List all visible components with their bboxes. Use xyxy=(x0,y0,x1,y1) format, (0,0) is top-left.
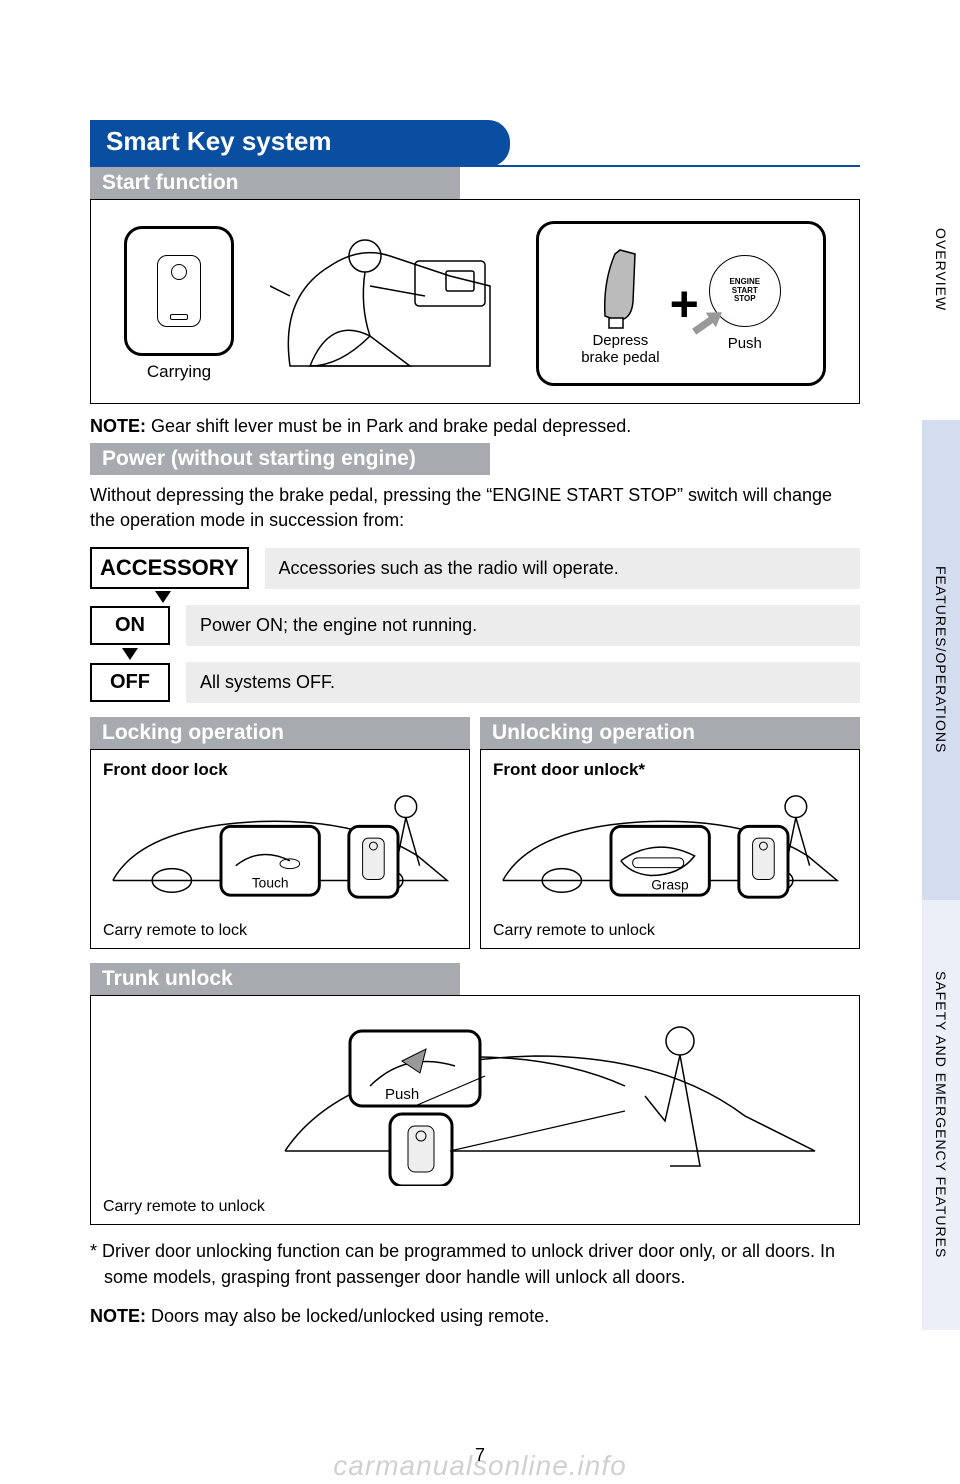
side-tabs: OVERVIEW FEATURES/OPERATIONS SAFETY AND … xyxy=(922,120,960,1330)
key-fob-icon xyxy=(157,255,201,327)
diagram-unlock: Front door unlock* xyxy=(480,749,860,949)
trunk-illustration: Push xyxy=(103,1006,847,1186)
note-park: NOTE: Gear shift lever must be in Park a… xyxy=(90,416,860,437)
label-touch: Touch xyxy=(252,876,289,891)
mode-sequence: ACCESSORY Accessories such as the radio … xyxy=(90,547,860,703)
label-front-door-unlock: Front door unlock* xyxy=(493,760,847,780)
label-front-door-lock: Front door lock xyxy=(103,760,457,780)
mode-accessory: ACCESSORY xyxy=(90,547,249,589)
heading-start-function: Start function xyxy=(90,167,460,199)
pedal-push-illustration: Depress brake pedal + ENGINE START STOP … xyxy=(536,221,826,386)
footnote: * Driver door unlocking function can be … xyxy=(90,1239,860,1289)
mode-accessory-desc: Accessories such as the radio will opera… xyxy=(265,548,860,589)
brake-pedal-icon xyxy=(585,242,655,332)
tab-features: FEATURES/OPERATIONS xyxy=(922,420,960,900)
arrow-down-icon xyxy=(155,591,171,603)
key-fob-illustration xyxy=(124,226,234,356)
note-prefix: NOTE: xyxy=(90,416,146,436)
mode-off: OFF xyxy=(90,663,170,702)
note-remote: NOTE: Doors may also be locked/unlocked … xyxy=(90,1306,860,1327)
mode-off-desc: All systems OFF. xyxy=(186,662,860,703)
tab-safety: SAFETY AND EMERGENCY FEATURES xyxy=(922,900,960,1330)
heading-trunk: Trunk unlock xyxy=(90,963,460,995)
heading-locking: Locking operation xyxy=(90,717,470,749)
caption-trunk: Carry remote to unlock xyxy=(103,1198,265,1216)
diagram-trunk: Push Carry remote to unlock xyxy=(90,995,860,1225)
label-trunk-push: Push xyxy=(385,1086,419,1103)
label-push: Push xyxy=(728,335,762,352)
label-grasp: Grasp xyxy=(651,878,689,893)
note2-prefix: NOTE: xyxy=(90,1306,146,1326)
car-lock-illustration: Touch xyxy=(103,786,457,911)
heading-unlocking: Unlocking operation xyxy=(480,717,860,749)
watermark: carmanualsonline.info xyxy=(333,1450,626,1482)
label-carrying: Carrying xyxy=(147,362,211,382)
car-unlock-illustration: Grasp xyxy=(493,786,847,911)
engine-start-button-icon: ENGINE START STOP xyxy=(709,255,781,327)
heading-power: Power (without starting engine) xyxy=(90,443,490,475)
label-depress-pedal: Depress brake pedal xyxy=(581,332,659,366)
plus-icon: + xyxy=(670,275,699,333)
diagram-lock: Front door lock xyxy=(90,749,470,949)
diagram-start: Carrying xyxy=(90,199,860,404)
tab-overview: OVERVIEW xyxy=(922,120,960,420)
page-title: Smart Key system xyxy=(90,120,510,167)
power-intro: Without depressing the brake pedal, pres… xyxy=(90,483,860,533)
engine-btn-line3: STOP xyxy=(734,295,756,304)
caption-carry-unlock: Carry remote to unlock xyxy=(493,922,655,940)
note2-text: Doors may also be locked/unlocked using … xyxy=(146,1306,549,1326)
arrow-down-icon xyxy=(122,648,138,660)
caption-carry-lock: Carry remote to lock xyxy=(103,922,247,940)
mode-on-desc: Power ON; the engine not running. xyxy=(186,605,860,646)
mode-on: ON xyxy=(90,606,170,645)
note-text: Gear shift lever must be in Park and bra… xyxy=(146,416,631,436)
driver-illustration xyxy=(270,216,500,391)
